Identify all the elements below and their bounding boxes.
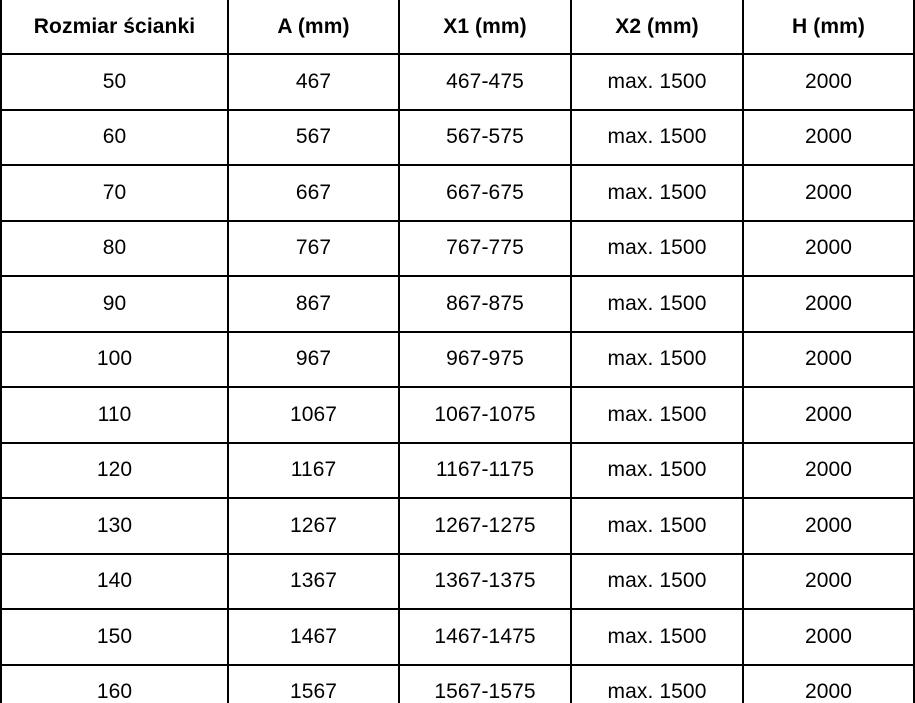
- column-header-size: Rozmiar ścianki: [1, 0, 229, 55]
- table-body: 50 467 467-475 max. 1500 2000 60 567 567-575 max…: [1, 54, 914, 703]
- cell-x2: max. 1500: [571, 331, 744, 388]
- cell-x1: 467-475: [399, 54, 572, 111]
- cell-h: 2000: [743, 331, 914, 388]
- cell-a: 667: [228, 165, 400, 222]
- column-header-h: H (mm): [743, 0, 914, 55]
- cell-x1: 967-975: [399, 331, 572, 388]
- cell-size: 60: [1, 109, 229, 166]
- cell-size: 110: [1, 387, 229, 444]
- cell-x1: 867-875: [399, 276, 572, 333]
- cell-a: 1367: [228, 553, 400, 610]
- cell-a: 767: [228, 220, 400, 277]
- cell-size: 90: [1, 276, 229, 333]
- table-row: 80 767 767-775 max. 1500 2000: [1, 220, 914, 277]
- cell-h: 2000: [743, 220, 914, 277]
- table-row: 120 1167 1167-1175 max. 1500 2000: [1, 442, 914, 499]
- column-header-x2: X2 (mm): [571, 0, 744, 55]
- table-row: 160 1567 1567-1575 max. 1500 2000: [1, 664, 914, 703]
- cell-h: 2000: [743, 54, 914, 111]
- cell-size: 120: [1, 442, 229, 499]
- cell-x1: 1367-1375: [399, 553, 572, 610]
- cell-size: 140: [1, 553, 229, 610]
- table-row: 110 1067 1067-1075 max. 1500 2000: [1, 387, 914, 444]
- table-row: 130 1267 1267-1275 max. 1500 2000: [1, 498, 914, 555]
- table-row: 70 667 667-675 max. 1500 2000: [1, 165, 914, 222]
- table-row: 60 567 567-575 max. 1500 2000: [1, 109, 914, 166]
- cell-size: 80: [1, 220, 229, 277]
- cell-h: 2000: [804, 680, 853, 703]
- table-row: 150 1467 1467-1475 max. 1500 2000: [1, 609, 914, 666]
- cell-a: 867: [228, 276, 400, 333]
- cell-x1: 1567-1575: [399, 664, 572, 703]
- cell-x1: 667-675: [399, 165, 572, 222]
- cell-size: 70: [1, 165, 229, 222]
- cell-h: 2000: [743, 276, 914, 333]
- cell-x2: max. 1500: [571, 609, 744, 666]
- cell-x2: max. 1500: [571, 553, 744, 610]
- cell-h: 2000: [743, 609, 914, 666]
- cell-h: 2000: [743, 498, 914, 555]
- cell-a: 467: [228, 54, 400, 111]
- cell-x2: max. 1500: [571, 276, 744, 333]
- cell-h: 2000: [743, 165, 914, 222]
- cell-h: 2000: [743, 109, 914, 166]
- cell-x2: max. 1500: [571, 109, 744, 166]
- table-row: 100 967 967-975 max. 1500 2000: [1, 331, 914, 388]
- cell-x1: 567-575: [399, 109, 572, 166]
- cell-a: 967: [228, 331, 400, 388]
- cell-x2: max. 1500: [571, 165, 744, 222]
- cell-x1: 1267-1275: [399, 498, 572, 555]
- cell-x1: 1067-1075: [399, 387, 572, 444]
- cell-x2: max. 1500: [571, 442, 744, 499]
- cell-size: 160: [1, 664, 229, 703]
- table-header-row: Rozmiar ścianki A (mm) X1 (mm) X2 (mm) H…: [1, 0, 914, 55]
- cell-x1: 767-775: [399, 220, 572, 277]
- cell-a: 567: [228, 109, 400, 166]
- cell-x2: max. 1500: [571, 54, 744, 111]
- column-header-a: A (mm): [228, 0, 400, 55]
- cell-a: 1567: [228, 664, 400, 703]
- cell-x2: max. 1500: [571, 498, 744, 555]
- cell-x1: 1467-1475: [399, 609, 572, 666]
- column-header-x1: X1 (mm): [399, 0, 572, 55]
- cell-x2: max. 1500: [571, 220, 744, 277]
- table-header: Rozmiar ścianki A (mm) X1 (mm) X2 (mm) H…: [1, 0, 914, 55]
- cell-x2: max. 1500: [571, 664, 744, 703]
- cell-a: 1167: [228, 442, 400, 499]
- cell-h: 2000: [743, 387, 914, 444]
- cell-a: 1467: [228, 609, 400, 666]
- cell-x1: 1167-1175: [399, 442, 572, 499]
- cell-size: 50: [1, 54, 229, 111]
- cell-size: 150: [1, 609, 229, 666]
- table-row: 140 1367 1367-1375 max. 1500 2000: [1, 553, 914, 610]
- cell-size: 130: [1, 498, 229, 555]
- cell-x2: max. 1500: [571, 387, 744, 444]
- table-row: 50 467 467-475 max. 1500 2000: [1, 54, 914, 111]
- cell-h: 2000: [743, 553, 914, 610]
- cell-h: 2000: [743, 442, 914, 499]
- cell-a: 1067: [228, 387, 400, 444]
- cell-size: 100: [1, 331, 229, 388]
- cell-a: 1267: [228, 498, 400, 555]
- table-row: 90 867 867-875 max. 1500 2000: [1, 276, 914, 333]
